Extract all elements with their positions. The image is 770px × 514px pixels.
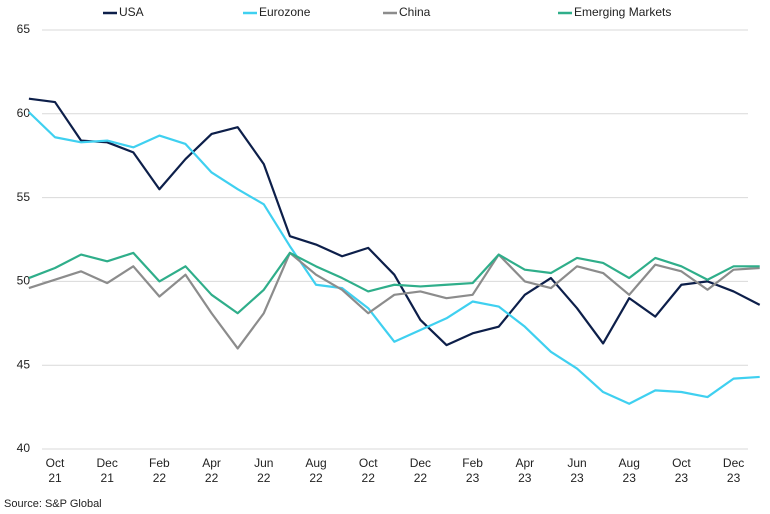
x-tick-label: Oct 21 xyxy=(46,456,65,485)
series-line xyxy=(28,97,761,347)
x-tick-label: Dec 22 xyxy=(410,456,431,485)
legend-label: China xyxy=(399,5,431,19)
y-tick-label: 50 xyxy=(17,274,31,288)
y-tick-label: 40 xyxy=(17,441,31,455)
y-tick-label: 45 xyxy=(17,357,31,371)
legend-label: USA xyxy=(119,5,144,19)
source-note: Source: S&P Global xyxy=(4,498,102,510)
x-tick-label: Feb 22 xyxy=(149,456,170,485)
y-tick-label: 55 xyxy=(17,190,31,204)
x-tick-label: Apr 23 xyxy=(515,456,534,485)
x-tick-label: Oct 22 xyxy=(359,456,378,485)
y-tick-label: 60 xyxy=(17,106,31,120)
x-tick-label: Apr 22 xyxy=(202,456,221,485)
x-tick-label: Oct 23 xyxy=(672,456,691,485)
x-tick-label: Aug 23 xyxy=(619,456,640,485)
x-tick-label: Feb 23 xyxy=(462,456,483,485)
series-line xyxy=(28,251,760,350)
x-tick-label: Jun 23 xyxy=(567,456,586,485)
x-tick-label: Aug 22 xyxy=(305,456,326,485)
legend-label: Emerging Markets xyxy=(574,5,671,19)
legend-label: Eurozone xyxy=(259,5,311,19)
series-line xyxy=(28,251,760,315)
x-tick-label: Jun 22 xyxy=(254,456,273,485)
x-tick-label: Dec 21 xyxy=(97,456,118,485)
series-line xyxy=(28,111,760,405)
y-tick-label: 65 xyxy=(17,22,31,36)
x-tick-label: Dec 23 xyxy=(723,456,744,485)
